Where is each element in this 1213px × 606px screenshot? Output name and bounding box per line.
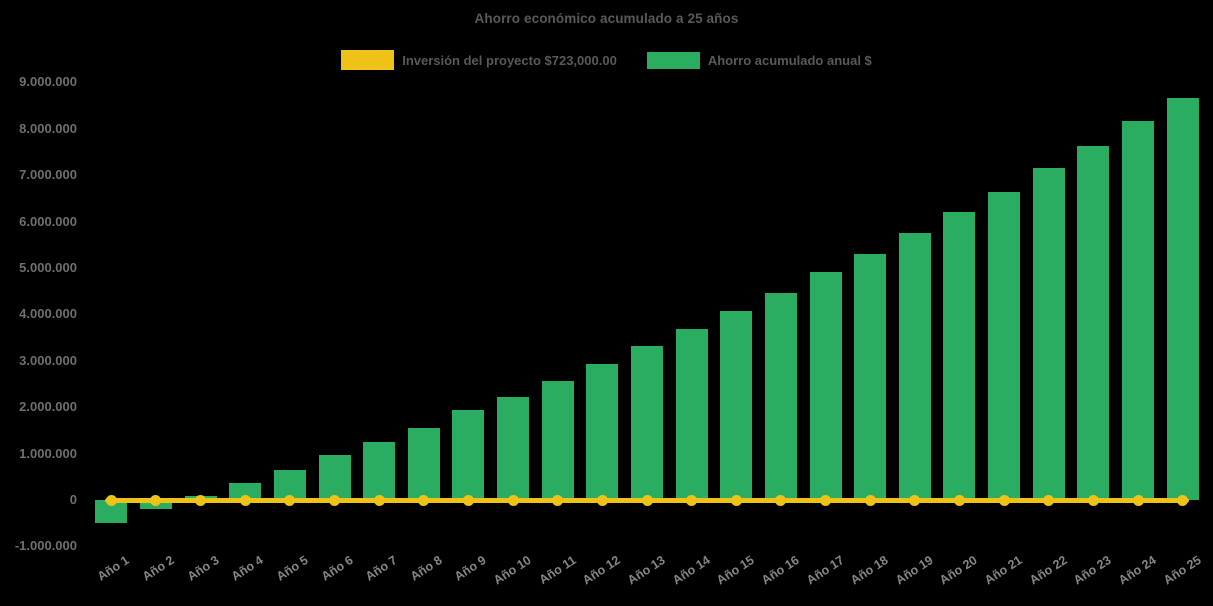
bar-año-9 xyxy=(452,410,485,500)
bar-año-7 xyxy=(363,441,396,500)
x-axis-label: Año 20 xyxy=(937,553,981,588)
bar-año-17 xyxy=(809,272,842,500)
legend-swatch-savings xyxy=(646,51,700,69)
investment-line-marker xyxy=(730,494,742,506)
investment-line-marker xyxy=(820,494,832,506)
bar-año-10 xyxy=(497,396,530,500)
y-axis-label: 8.000.000 xyxy=(19,120,77,136)
investment-line-marker xyxy=(329,494,341,506)
x-axis-label: Año 23 xyxy=(1071,553,1115,588)
investment-line-marker xyxy=(596,494,608,506)
x-axis-label: Año 5 xyxy=(273,553,311,584)
chart-title: Ahorro económico acumulado a 25 años xyxy=(474,11,739,26)
investment-line-marker xyxy=(1087,494,1099,506)
x-axis-label: Año 16 xyxy=(758,553,802,588)
legend-item-investment: Inversión del proyecto $723,000.00 xyxy=(341,50,617,70)
bar-año-19 xyxy=(898,232,931,500)
legend-label-savings: Ahorro acumulado anual $ xyxy=(707,52,872,68)
bar-año-13 xyxy=(631,346,663,500)
investment-line-marker xyxy=(1132,494,1144,506)
investment-line-marker xyxy=(507,494,519,506)
y-axis-label: 1.000.000 xyxy=(19,445,77,461)
x-axis-label: Año 14 xyxy=(669,553,713,588)
bar-año-18 xyxy=(854,253,887,500)
bar-año-1 xyxy=(95,500,128,524)
investment-line-marker xyxy=(953,494,965,506)
investment-line-marker xyxy=(105,494,117,506)
investment-line-marker xyxy=(909,494,921,506)
bar-año-21 xyxy=(988,191,1021,500)
y-axis-label: 7.000.000 xyxy=(19,167,77,183)
x-axis-label: Año 4 xyxy=(229,553,266,584)
y-axis-label: 3.000.000 xyxy=(19,352,77,368)
investment-line-marker xyxy=(552,494,564,506)
y-axis-label: 5.000.000 xyxy=(19,260,77,275)
investment-line-marker xyxy=(998,494,1010,506)
bar-año-14 xyxy=(675,328,708,500)
investment-line-marker xyxy=(775,494,787,506)
x-axis-label: Año 24 xyxy=(1116,553,1159,588)
bar-año-24 xyxy=(1122,120,1155,500)
x-axis-label: Año 13 xyxy=(625,553,668,588)
x-axis-label: Año 10 xyxy=(491,553,534,588)
x-axis-label: Año 7 xyxy=(363,553,400,584)
investment-line-marker xyxy=(150,494,162,506)
x-axis-label: Año 11 xyxy=(536,553,579,588)
x-axis-label: Año 8 xyxy=(407,553,445,584)
bar-año-16 xyxy=(764,293,797,500)
investment-line-marker xyxy=(1043,494,1055,506)
investment-line-marker xyxy=(641,494,653,506)
bar-año-20 xyxy=(943,212,976,500)
x-axis-label: Año 6 xyxy=(318,553,356,584)
legend: Inversión del proyecto $723,000.00 Ahorr… xyxy=(0,50,1213,70)
y-axis-label: 2.000.000 xyxy=(19,399,77,415)
bar-año-22 xyxy=(1032,168,1065,500)
investment-line-marker xyxy=(686,494,698,506)
y-axis-label: 9.000.000 xyxy=(19,74,77,90)
x-axis-label: Año 22 xyxy=(1026,553,1070,588)
x-axis-label: Año 15 xyxy=(714,553,757,588)
y-axis-label: -1.000.000 xyxy=(14,538,77,554)
investment-line-marker xyxy=(462,494,474,506)
investment-line-marker xyxy=(864,494,876,506)
investment-line-marker xyxy=(239,494,251,506)
bar-año-4 xyxy=(229,483,262,500)
x-axis-label: Año 9 xyxy=(452,553,490,584)
bar-año-11 xyxy=(541,381,574,500)
investment-line-marker xyxy=(418,494,430,506)
bar-año-6 xyxy=(318,455,351,500)
y-axis-label: 6.000.000 xyxy=(19,213,77,229)
bar-año-8 xyxy=(407,427,440,500)
x-axis-label: Año 17 xyxy=(803,553,847,588)
investment-line-marker xyxy=(195,494,207,506)
investment-line-marker xyxy=(373,494,385,506)
bar-año-23 xyxy=(1077,145,1110,500)
x-axis-label: Año 18 xyxy=(848,553,891,588)
x-axis-label: Año 21 xyxy=(982,553,1025,588)
x-axis-label: Año 19 xyxy=(892,553,936,588)
x-axis-label: Año 3 xyxy=(184,553,222,584)
legend-label-investment: Inversión del proyecto $723,000.00 xyxy=(402,52,617,68)
y-axis-label: 0 xyxy=(69,492,77,507)
bar-año-12 xyxy=(586,363,619,500)
x-axis-label: Año 25 xyxy=(1160,553,1204,588)
legend-swatch-investment xyxy=(341,50,395,70)
bar-año-15 xyxy=(720,310,753,500)
investment-line-marker xyxy=(284,494,296,506)
x-axis-label: Año 1 xyxy=(95,553,132,584)
x-axis-label: Año 12 xyxy=(580,553,623,588)
y-axis-label: 4.000.000 xyxy=(19,306,77,322)
bar-año-25 xyxy=(1166,97,1199,500)
x-axis-label: Año 2 xyxy=(139,553,177,584)
legend-item-savings: Ahorro acumulado anual $ xyxy=(646,51,872,69)
investment-line-marker xyxy=(1177,494,1189,506)
